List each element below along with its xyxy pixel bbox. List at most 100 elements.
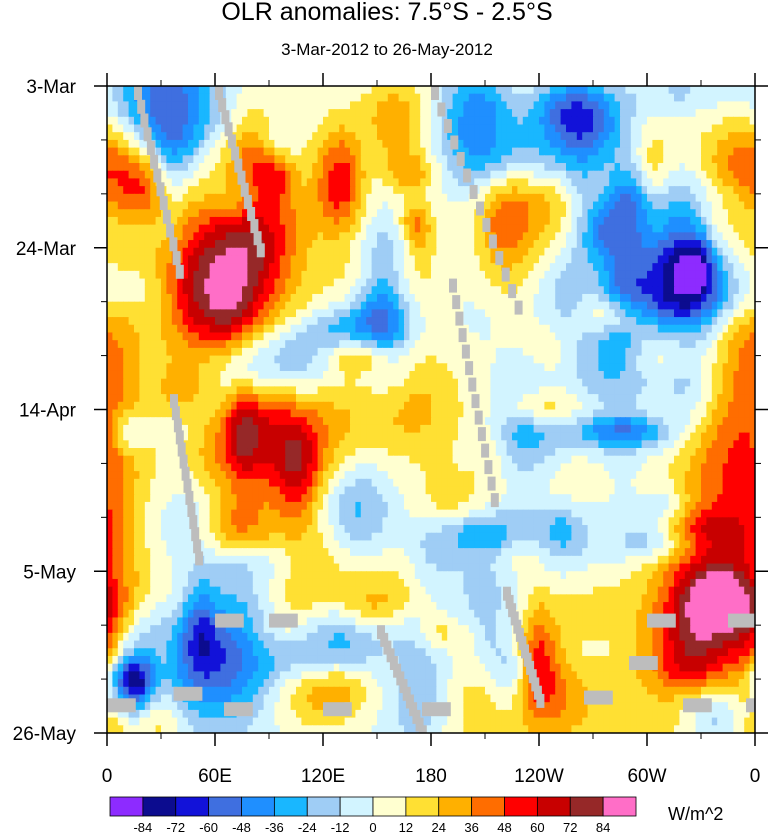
- heatmap-cell: [366, 378, 373, 387]
- heatmap-cell: [706, 394, 713, 403]
- heatmap-cell: [436, 186, 443, 195]
- heatmap-cell: [112, 370, 119, 380]
- heatmap-cell: [317, 255, 324, 264]
- heatmap-cell: [544, 340, 551, 349]
- heatmap-cell: [517, 224, 524, 233]
- heatmap-cell: [684, 263, 691, 272]
- heatmap-cell: [204, 209, 211, 218]
- heatmap-cell: [409, 278, 416, 287]
- heatmap-cell: [728, 340, 734, 349]
- heatmap-cell: [317, 247, 324, 257]
- heatmap-cell: [198, 193, 205, 203]
- heatmap-cell: [155, 340, 162, 349]
- heatmap-cell: [506, 93, 513, 102]
- heatmap-cell: [360, 170, 367, 180]
- heatmap-cell: [420, 132, 427, 141]
- heatmap-cell: [252, 155, 259, 164]
- heatmap-cell: [128, 93, 135, 102]
- heatmap-cell: [528, 124, 535, 133]
- heatmap-cell: [225, 263, 232, 272]
- heatmap-cell: [495, 209, 502, 218]
- heatmap-cell: [728, 93, 734, 102]
- heatmap-cell: [576, 193, 583, 203]
- heatmap-cell: [333, 116, 340, 126]
- heatmap-cell: [452, 116, 459, 126]
- heatmap-cell: [733, 86, 740, 95]
- heatmap-cell: [193, 401, 200, 411]
- heatmap-cell: [360, 216, 367, 226]
- heatmap-cell: [452, 255, 459, 264]
- heatmap-cell: [312, 170, 319, 180]
- heatmap-cell: [436, 224, 443, 233]
- heatmap-cell: [657, 301, 664, 310]
- heatmap-cell: [539, 232, 545, 241]
- heatmap-cell: [274, 232, 281, 241]
- heatmap-cell: [398, 378, 405, 387]
- heatmap-cell: [252, 263, 259, 272]
- heatmap-cell: [339, 163, 346, 172]
- heatmap-cell: [166, 255, 173, 264]
- heatmap-cell: [220, 270, 227, 280]
- heatmap-cell: [204, 401, 211, 411]
- heatmap-cell: [609, 394, 616, 403]
- heatmap-cell: [571, 386, 578, 395]
- heatmap-cell: [560, 93, 567, 102]
- heatmap-cell: [522, 216, 529, 226]
- heatmap-cell: [117, 170, 124, 180]
- heatmap-cell: [576, 286, 583, 295]
- heatmap-cell: [603, 86, 610, 95]
- heatmap-cell: [744, 216, 751, 226]
- heatmap-cell: [155, 317, 162, 326]
- heatmap-cell: [593, 355, 599, 364]
- heatmap-cell: [468, 170, 475, 180]
- heatmap-cell: [668, 293, 675, 303]
- heatmap-cell: [474, 116, 481, 126]
- heatmap-cell: [128, 309, 135, 318]
- heatmap-cell: [425, 209, 432, 218]
- heatmap-cell: [387, 255, 394, 264]
- heatmap-cell: [733, 224, 740, 233]
- heatmap-cell: [668, 363, 675, 372]
- heatmap-cell: [312, 347, 319, 357]
- heatmap-cell: [263, 293, 270, 303]
- heatmap-cell: [441, 155, 448, 164]
- heatmap-cell: [209, 224, 216, 233]
- heatmap-cell: [431, 332, 437, 341]
- heatmap-cell: [495, 286, 502, 295]
- heatmap-cell: [587, 86, 594, 95]
- heatmap-cell: [539, 155, 545, 164]
- heatmap-cell: [722, 247, 729, 257]
- heatmap-cell: [609, 155, 616, 164]
- heatmap-cell: [317, 163, 324, 172]
- heatmap-cell: [377, 86, 383, 95]
- heatmap-cell: [701, 278, 707, 287]
- heatmap-cell: [350, 163, 356, 172]
- heatmap-cell: [625, 186, 632, 195]
- heatmap-cell: [436, 209, 443, 218]
- heatmap-cell: [652, 101, 659, 110]
- heatmap-cell: [722, 378, 729, 387]
- heatmap-cell: [744, 178, 751, 187]
- heatmap-cell: [177, 301, 184, 310]
- heatmap-cell: [269, 378, 275, 387]
- heatmap-cell: [296, 286, 302, 295]
- heatmap-cell: [215, 286, 221, 295]
- heatmap-cell: [684, 293, 691, 303]
- heatmap-cell: [468, 355, 475, 364]
- heatmap-cell: [717, 224, 724, 233]
- heatmap-cell: [560, 163, 567, 172]
- heatmap-cell: [701, 263, 707, 272]
- heatmap-cell: [441, 232, 448, 241]
- heatmap-cell: [436, 394, 443, 403]
- heatmap-cell: [630, 270, 637, 280]
- heatmap-cell: [614, 163, 621, 172]
- heatmap-cell: [285, 301, 292, 310]
- heatmap-cell: [620, 193, 626, 203]
- heatmap-cell: [738, 247, 745, 257]
- heatmap-cell: [695, 240, 702, 249]
- heatmap-cell: [490, 155, 497, 164]
- heatmap-cell: [188, 401, 194, 411]
- heatmap-cell: [506, 163, 513, 172]
- heatmap-cell: [587, 209, 594, 218]
- heatmap-cell: [139, 247, 146, 257]
